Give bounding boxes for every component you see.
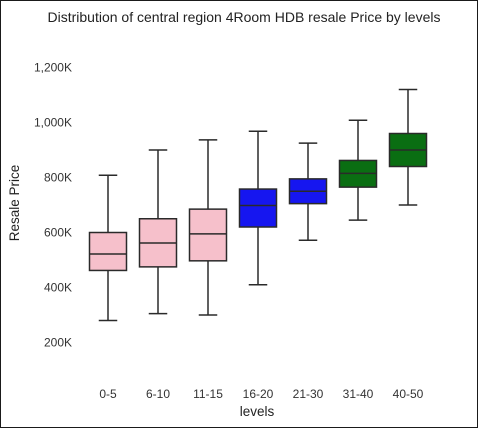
x-axis-label: levels xyxy=(240,404,275,419)
y-tick-label: 800K xyxy=(44,171,72,185)
box-6-10 xyxy=(138,149,178,315)
box-iqr xyxy=(88,231,128,272)
y-tick-label: 1,200K xyxy=(34,61,72,75)
x-tick-label: 0-5 xyxy=(99,387,117,401)
box-iqr xyxy=(188,208,228,262)
box-11-15 xyxy=(188,139,228,316)
y-axis-label: Resale Price xyxy=(7,165,22,242)
y-tick-label: 200K xyxy=(44,336,72,350)
x-tick-label: 31-40 xyxy=(343,387,374,401)
box-series xyxy=(88,88,428,322)
y-tick-label: 400K xyxy=(44,281,72,295)
box-40-50 xyxy=(388,88,428,206)
y-tick-label: 600K xyxy=(44,226,72,240)
box-31-40 xyxy=(338,119,378,221)
y-axis-ticks: 200K 400K 600K 800K 1,000K 1,200K xyxy=(34,61,72,350)
box-0-5 xyxy=(88,174,128,322)
x-tick-label: 40-50 xyxy=(393,387,424,401)
y-tick-label: 1,000K xyxy=(34,116,72,130)
chart-title: Distribution of central region 4Room HDB… xyxy=(48,9,441,25)
x-tick-label: 16-20 xyxy=(243,387,274,401)
x-tick-label: 6-10 xyxy=(146,387,170,401)
x-tick-label: 21-30 xyxy=(293,387,324,401)
x-tick-label: 11-15 xyxy=(193,387,223,401)
box-16-20 xyxy=(238,130,278,286)
box-iqr xyxy=(238,188,278,228)
x-axis-ticks: 0-5 6-10 11-15 16-20 21-30 31-40 40-50 xyxy=(99,387,423,401)
box-21-30 xyxy=(288,142,328,241)
